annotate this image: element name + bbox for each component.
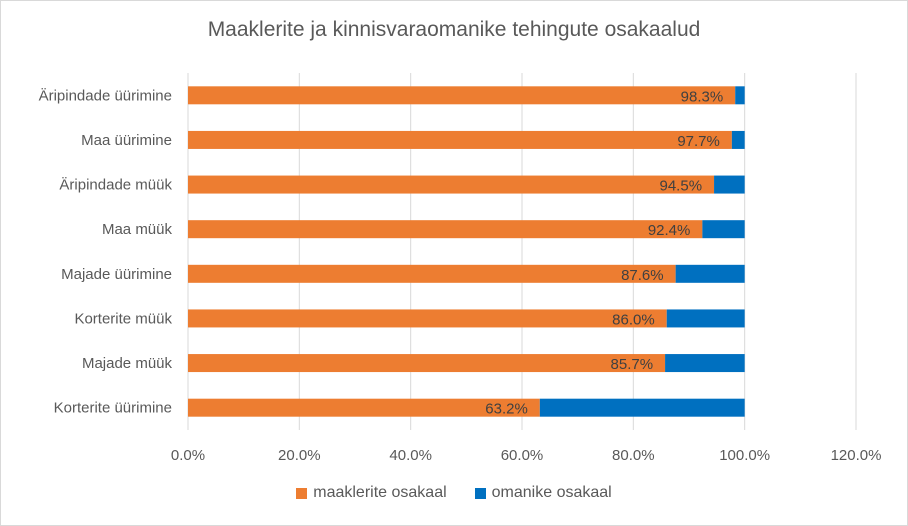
bar-omanike bbox=[666, 309, 745, 328]
y-category-label: Korterite üürimine bbox=[54, 400, 172, 417]
data-label: 94.5% bbox=[660, 178, 703, 195]
x-tick-label: 120.0% bbox=[831, 447, 882, 464]
y-category-label: Majade müük bbox=[82, 355, 173, 372]
x-tick-label: 40.0% bbox=[389, 447, 432, 464]
x-tick-label: 60.0% bbox=[501, 447, 544, 464]
bar-maaklerite bbox=[188, 220, 703, 239]
y-category-label: Äripindade müük bbox=[59, 177, 172, 194]
bar-omanike bbox=[714, 175, 745, 194]
x-tick-label: 20.0% bbox=[278, 447, 321, 464]
chart-title: Maaklerite ja kinnisvaraomanike tehingut… bbox=[207, 18, 701, 41]
legend-item-omanike: omanike osakaal bbox=[474, 484, 612, 502]
legend-label-maaklerite: maaklerite osakaal bbox=[313, 484, 447, 501]
x-tick-label: 0.0% bbox=[171, 447, 205, 464]
bar-omanike bbox=[665, 354, 745, 373]
legend-swatch-omanike bbox=[474, 487, 486, 499]
y-category-label: Maa müük bbox=[102, 221, 173, 238]
legend-swatch-maaklerite bbox=[296, 487, 308, 499]
bar-omanike bbox=[735, 86, 745, 105]
bar-maaklerite bbox=[188, 309, 667, 328]
data-label: 86.0% bbox=[612, 311, 655, 328]
x-tick-label: 100.0% bbox=[719, 447, 770, 464]
legend-item-maaklerite: maaklerite osakaal bbox=[296, 484, 447, 502]
bar-omanike bbox=[539, 398, 745, 417]
y-category-label: Äripindade üürimine bbox=[39, 87, 172, 104]
data-label: 87.6% bbox=[621, 267, 664, 284]
x-tick-label: 80.0% bbox=[612, 447, 655, 464]
bar-maaklerite bbox=[188, 264, 676, 283]
legend: maaklerite osakaal omanike osakaal bbox=[0, 484, 908, 502]
bar-omanike bbox=[702, 220, 745, 239]
legend-label-omanike: omanike osakaal bbox=[491, 484, 612, 501]
bar-maaklerite bbox=[188, 86, 736, 105]
bar-maaklerite bbox=[188, 398, 540, 417]
data-label: 85.7% bbox=[611, 356, 654, 373]
bar-omanike bbox=[731, 130, 745, 149]
y-category-label: Majade üürimine bbox=[61, 266, 172, 283]
data-label: 92.4% bbox=[648, 222, 691, 239]
y-category-label: Maa üürimine bbox=[81, 132, 172, 149]
data-label: 63.2% bbox=[485, 401, 528, 418]
bar-omanike bbox=[675, 264, 745, 283]
bar-maaklerite bbox=[188, 130, 732, 149]
bar-maaklerite bbox=[188, 354, 666, 373]
data-label: 97.7% bbox=[677, 133, 720, 150]
bar-maaklerite bbox=[188, 175, 715, 194]
y-category-label: Korterite müük bbox=[74, 310, 172, 327]
data-label: 98.3% bbox=[681, 88, 724, 105]
